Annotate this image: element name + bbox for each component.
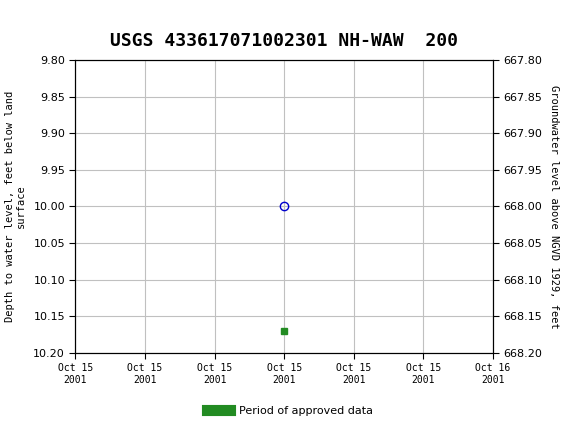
Title: USGS 433617071002301 NH-WAW  200: USGS 433617071002301 NH-WAW 200 [110, 32, 458, 50]
Y-axis label: Depth to water level, feet below land
surface: Depth to water level, feet below land su… [5, 91, 26, 322]
Legend: Period of approved data: Period of approved data [203, 401, 377, 420]
Y-axis label: Groundwater level above NGVD 1929, feet: Groundwater level above NGVD 1929, feet [549, 85, 559, 328]
Text: USGS: USGS [75, 10, 135, 29]
